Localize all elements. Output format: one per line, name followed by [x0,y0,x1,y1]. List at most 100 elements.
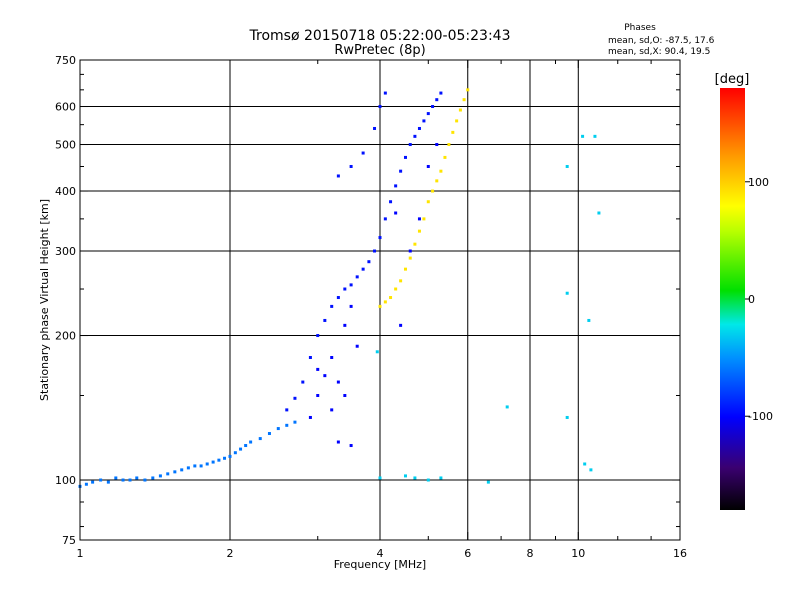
data-point [361,151,365,155]
data-point [408,143,412,147]
data-point [293,396,297,400]
data-point [466,88,470,92]
data-point [403,155,407,159]
data-point [336,296,340,300]
chart-title: Tromsø 20150718 05:22:00-05:23:43 [249,28,511,44]
data-point [378,105,382,109]
data-point [166,472,170,476]
data-point [426,164,430,168]
stats-o-line: mean, sd,O: -87.5, 17.6 [608,36,715,46]
data-point [435,179,439,183]
data-point [336,380,340,384]
colorbar-tick-label: 100 [748,176,769,189]
data-point [367,260,371,264]
y-tick-label: 750 [55,54,76,67]
data-point [426,200,430,204]
data-point [417,217,421,221]
data-point [462,98,466,102]
data-point [316,394,320,398]
data-point [293,420,297,424]
data-point [343,394,347,398]
data-point [394,184,398,188]
data-point [403,474,407,478]
data-point [597,211,601,215]
data-point [330,408,334,412]
data-point [349,164,353,168]
data-point [565,164,569,168]
data-point [199,464,203,468]
y-tick-label: 500 [55,139,76,152]
data-point [135,476,139,480]
data-point [336,440,340,444]
y-tick-label: 400 [55,185,76,198]
data-point [301,380,305,384]
data-point [383,217,387,221]
colorbar-ticks: 100 0 -100 [745,176,773,423]
data-point [417,229,421,233]
data-point [378,476,382,480]
data-point [422,119,426,123]
data-point [399,323,403,327]
data-point [413,134,417,138]
data-point [114,476,118,480]
x-tick-label: 10 [571,547,585,560]
data-point [431,189,435,193]
data-point [349,283,353,287]
data-point [308,415,312,419]
data-point [389,200,393,204]
data-point [373,249,377,253]
data-point [330,304,334,308]
data-point [349,304,353,308]
data-point [249,440,253,444]
data-point [451,130,455,134]
data-point [316,334,320,338]
data-point [375,350,379,354]
data-point [323,374,327,378]
x-tick-label: 8 [527,547,534,560]
y-tick-label: 75 [62,534,76,547]
data-point [343,287,347,291]
y-axis-label: Stationary phase Virtual Height [km] [38,199,51,401]
data-point [228,454,232,458]
x-tick-label: 4 [377,547,384,560]
data-point [99,478,103,482]
data-point [593,134,597,138]
x-tick-label: 16 [673,547,687,560]
data-point [223,456,227,460]
data-point [258,437,262,441]
data-point [455,119,459,123]
data-point [439,91,443,95]
data-point [422,217,426,221]
data-point [583,462,587,466]
data-point [399,279,403,283]
data-point [431,105,435,109]
data-point [285,423,289,427]
data-point [239,447,243,451]
data-point [336,174,340,178]
data-point [417,126,421,130]
data-point [458,108,462,112]
data-point [158,474,162,478]
data-point [330,355,334,359]
data-point [394,287,398,291]
data-point [128,478,132,482]
data-point [565,415,569,419]
data-point [443,155,447,159]
ticks-layer: 1 2 4 6 8 10 16 75 100 200 300 400 500 600 750 [55,54,687,560]
data-point [486,480,490,484]
data-point [581,134,585,138]
data-point [413,476,417,480]
y-tick-label: 100 [55,474,76,487]
data-point [426,478,430,482]
x-axis-label: Frequency [MHz] [334,558,426,571]
data-point [565,291,569,295]
data-point [308,355,312,359]
x-tick-label: 1 [77,547,84,560]
data-point [408,249,412,253]
data-point [355,344,359,348]
data-point [361,267,365,271]
data-point [439,476,443,480]
grid-layer [79,60,681,540]
